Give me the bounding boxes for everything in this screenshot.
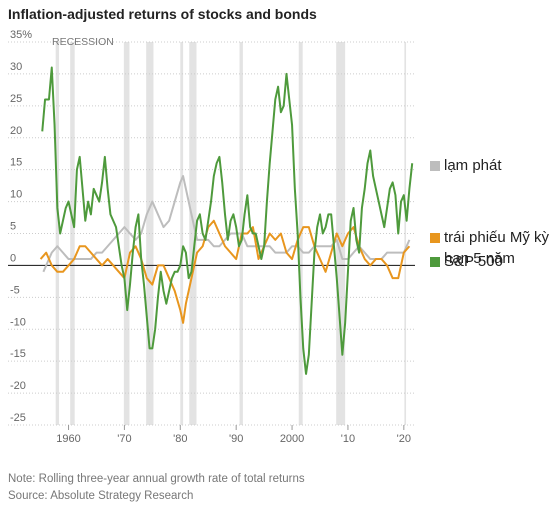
recession-band [70, 42, 75, 425]
y-tick-label: 20 [10, 125, 22, 137]
x-tick-label: 2000 [280, 433, 304, 445]
y-tick-label: 35% [10, 29, 32, 41]
series-line [39, 219, 411, 324]
note: Note: Rolling three-year annual growth r… [8, 473, 305, 485]
legend-swatch [430, 257, 440, 267]
legend-label: trái phiếu Mỹ kỳ hạn 5 năm [444, 229, 550, 267]
y-tick-label: -15 [10, 348, 26, 360]
y-tick-label: 10 [10, 189, 22, 201]
x-tick-label: '20 [397, 433, 411, 445]
series-line [42, 175, 411, 273]
y-tick-label: 15 [10, 157, 22, 169]
x-tick-label: '70 [117, 433, 131, 445]
recession-band [180, 42, 184, 425]
y-tick-label: 25 [10, 93, 22, 105]
y-tick-label: 30 [10, 61, 22, 73]
legend-label: lạm phát [444, 157, 502, 174]
x-tick-label: 1960 [56, 433, 80, 445]
source: Source: Absolute Strategy Research [8, 490, 193, 502]
recession-band [189, 42, 197, 425]
recession-band [123, 42, 130, 425]
x-tick-label: '90 [229, 433, 243, 445]
legend-swatch [430, 161, 440, 171]
recession-band [336, 42, 346, 425]
legend-item: trái phiếu Mỹ kỳ hạn 5 năm [430, 227, 558, 269]
recession-band [404, 42, 407, 425]
legend-swatch [430, 233, 440, 243]
x-tick-label: '10 [341, 433, 355, 445]
y-tick-label: -20 [10, 380, 26, 392]
y-tick-label: -5 [10, 284, 20, 296]
x-tick-label: '80 [173, 433, 187, 445]
series-line [41, 66, 414, 375]
y-tick-label: 5 [10, 221, 16, 233]
y-tick-label: -10 [10, 316, 26, 328]
legend-label: S&P 500 [444, 253, 503, 270]
legend-item: S&P 500 [430, 251, 558, 272]
chart-title: Inflation-adjusted returns of stocks and… [8, 6, 317, 22]
legend-item: lạm phát [430, 155, 558, 176]
recession-label: RECESSION [52, 36, 114, 48]
y-tick-label: -25 [10, 412, 26, 424]
recession-band [55, 42, 60, 425]
y-tick-label: 0 [10, 252, 16, 264]
